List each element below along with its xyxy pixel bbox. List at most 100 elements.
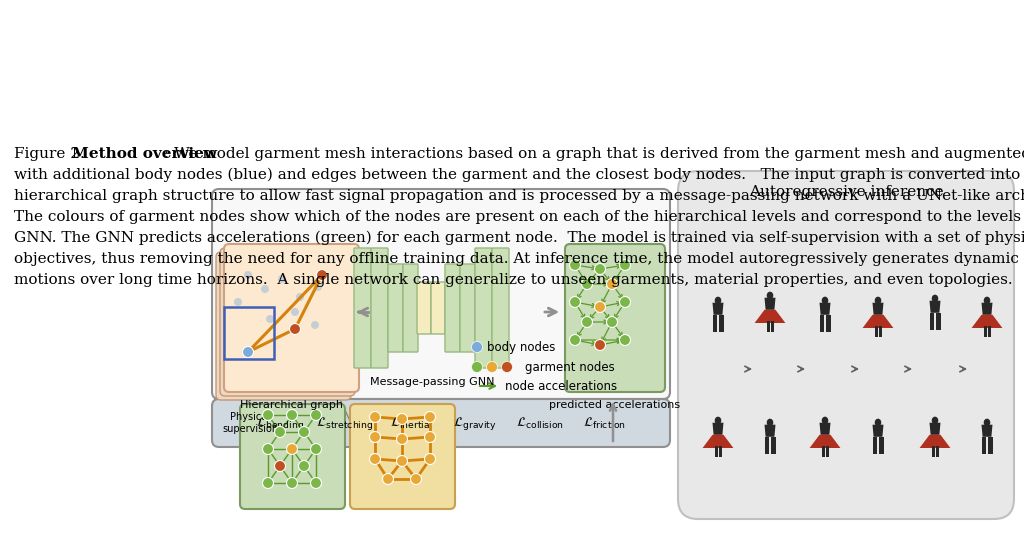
Circle shape (396, 434, 408, 445)
Circle shape (595, 301, 605, 312)
FancyBboxPatch shape (417, 282, 431, 334)
Ellipse shape (821, 296, 828, 304)
Bar (821, 446, 825, 457)
FancyBboxPatch shape (212, 189, 670, 399)
Ellipse shape (767, 418, 773, 426)
Circle shape (411, 474, 422, 485)
Circle shape (383, 474, 393, 485)
Bar (713, 315, 717, 333)
Polygon shape (930, 301, 940, 313)
FancyBboxPatch shape (371, 248, 388, 368)
Polygon shape (981, 302, 992, 315)
Polygon shape (765, 298, 775, 310)
Circle shape (569, 259, 581, 271)
Circle shape (569, 296, 581, 307)
Text: objectives, thus removing the need for any offline training data. At inference t: objectives, thus removing the need for a… (14, 252, 1024, 266)
Text: $\mathcal{L}_{\mathrm{inertia}}$: $\mathcal{L}_{\mathrm{inertia}}$ (390, 416, 430, 430)
Circle shape (310, 410, 322, 421)
Bar (770, 321, 774, 332)
Bar (930, 313, 934, 330)
Circle shape (502, 362, 512, 373)
Text: The colours of garment nodes show which of the nodes are present on each of the : The colours of garment nodes show which … (14, 210, 1024, 224)
Text: $\mathcal{L}_{\mathrm{gravity}}$: $\mathcal{L}_{\mathrm{gravity}}$ (454, 415, 497, 432)
Polygon shape (862, 315, 893, 328)
Circle shape (274, 461, 286, 472)
Circle shape (370, 453, 381, 464)
Ellipse shape (715, 417, 721, 424)
Text: GNN. The GNN predicts accelerations (green) for each garment node.  The model is: GNN. The GNN predicts accelerations (gre… (14, 231, 1024, 246)
Ellipse shape (984, 296, 990, 304)
Circle shape (266, 315, 274, 323)
Circle shape (244, 271, 252, 279)
Polygon shape (819, 302, 830, 315)
Bar (819, 315, 824, 333)
Circle shape (262, 478, 273, 488)
Polygon shape (972, 315, 1002, 328)
Bar (771, 437, 775, 455)
Text: Figure 2.: Figure 2. (14, 147, 90, 161)
Polygon shape (713, 423, 724, 435)
Circle shape (287, 478, 298, 488)
Text: $\mathcal{L}_{\mathrm{bending}}$: $\mathcal{L}_{\mathrm{bending}}$ (256, 415, 304, 432)
Text: $\mathcal{L}_{\mathrm{friction}}$: $\mathcal{L}_{\mathrm{friction}}$ (584, 416, 627, 430)
FancyBboxPatch shape (220, 248, 355, 396)
Polygon shape (920, 435, 950, 448)
Bar (932, 446, 935, 457)
Polygon shape (765, 424, 775, 437)
Bar (715, 446, 718, 457)
Bar (879, 437, 884, 455)
FancyBboxPatch shape (445, 264, 460, 352)
FancyBboxPatch shape (678, 171, 1014, 519)
Circle shape (425, 453, 435, 464)
Circle shape (486, 362, 498, 373)
Text: Physical
supervision: Physical supervision (222, 412, 279, 434)
Bar (984, 326, 987, 337)
Circle shape (287, 444, 298, 455)
Circle shape (299, 427, 309, 438)
Circle shape (310, 478, 322, 488)
Bar (987, 326, 991, 337)
Circle shape (471, 362, 482, 373)
Ellipse shape (932, 295, 938, 302)
Circle shape (620, 335, 631, 346)
Circle shape (299, 461, 309, 472)
Text: $\mathcal{L}_{\mathrm{stretching}}$: $\mathcal{L}_{\mathrm{stretching}}$ (316, 415, 374, 432)
Ellipse shape (874, 418, 882, 426)
FancyBboxPatch shape (431, 282, 445, 334)
Circle shape (234, 298, 242, 306)
FancyBboxPatch shape (354, 248, 371, 368)
Circle shape (606, 317, 617, 328)
Text: node accelerations: node accelerations (505, 380, 617, 393)
Polygon shape (981, 424, 992, 437)
Circle shape (262, 444, 273, 455)
Text: motions over long time horizons.  A single network can generalize to unseen garm: motions over long time horizons. A singl… (14, 273, 1013, 287)
Circle shape (274, 427, 286, 438)
Text: with additional body nodes (blue) and edges between the garment and the closest : with additional body nodes (blue) and ed… (14, 168, 1024, 182)
Text: Hierarchical graph: Hierarchical graph (240, 400, 343, 410)
Polygon shape (713, 302, 724, 315)
Circle shape (595, 264, 605, 275)
Bar (825, 446, 828, 457)
Circle shape (278, 275, 286, 283)
FancyBboxPatch shape (565, 244, 665, 392)
FancyBboxPatch shape (212, 399, 670, 447)
Circle shape (396, 456, 408, 467)
Ellipse shape (715, 296, 721, 304)
Bar (719, 446, 722, 457)
Bar (767, 321, 770, 332)
Bar (765, 437, 769, 455)
Bar (936, 313, 940, 330)
Text: Message-passing GNN: Message-passing GNN (370, 377, 495, 387)
Circle shape (287, 410, 298, 421)
Text: Autoregressive inference: Autoregressive inference (749, 185, 943, 199)
Circle shape (261, 285, 269, 293)
Polygon shape (702, 435, 733, 448)
Circle shape (311, 321, 319, 329)
Circle shape (620, 259, 631, 271)
Text: hierarchical graph structure to allow fast signal propagation and is processed b: hierarchical graph structure to allow fa… (14, 189, 1024, 203)
Circle shape (370, 411, 381, 422)
FancyBboxPatch shape (240, 404, 345, 509)
Polygon shape (810, 435, 841, 448)
Circle shape (262, 410, 273, 421)
Bar (936, 446, 939, 457)
